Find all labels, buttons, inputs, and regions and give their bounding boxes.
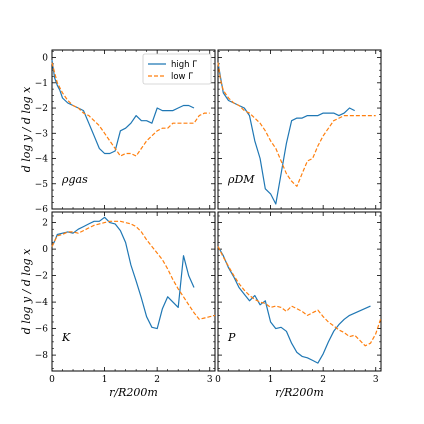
y-tick-label: 2 <box>42 219 48 229</box>
y-tick-label: −5 <box>35 180 49 190</box>
legend-label-high-gamma: high Γ <box>171 60 197 70</box>
x-tick-label: 3 <box>373 375 379 385</box>
y-tick-label: −2 <box>35 104 48 114</box>
bottom-left-xlabel: r/R200m <box>109 386 158 399</box>
top-left-ylabel: d log y / d log x <box>20 86 33 172</box>
y-tick-label: −3 <box>35 129 49 139</box>
bottom-left-series-low-gamma <box>51 220 216 320</box>
y-tick-label: −1 <box>35 79 48 89</box>
top-left-series-high-gamma <box>51 60 195 155</box>
x-tick-label: 0 <box>215 375 221 385</box>
bottom-left-series-high-gamma <box>51 216 195 330</box>
bottom-right-annotation: P <box>227 331 236 344</box>
bottom-left-annotation: K <box>61 331 71 344</box>
x-tick-label: 2 <box>320 375 326 385</box>
y-tick-label: −6 <box>35 325 49 335</box>
x-tick-label: 1 <box>268 375 274 385</box>
y-tick-label: −4 <box>35 155 49 165</box>
bottom-left-ylabel: d log y / d log x <box>20 248 33 334</box>
y-tick-label: −2 <box>35 272 48 282</box>
top-left-annotation: ρgas <box>61 173 88 186</box>
x-tick-label: 3 <box>207 375 213 385</box>
y-tick-label: −4 <box>35 298 49 308</box>
y-tick-label: 0 <box>42 245 48 255</box>
legend-label-low-gamma: low Γ <box>171 72 193 82</box>
y-tick-label: −6 <box>35 205 49 215</box>
bottom-right-frame <box>217 211 382 372</box>
bottom-right-series-high-gamma <box>217 246 371 364</box>
bottom-right-xlabel: r/R200m <box>275 386 324 399</box>
top-right-annotation: ρDM <box>227 173 255 186</box>
top-right-frame <box>217 49 382 210</box>
x-tick-label: 1 <box>102 375 108 385</box>
top-right-series-high-gamma <box>217 62 355 205</box>
x-tick-label: 2 <box>154 375 160 385</box>
top-right-series-low-gamma <box>217 62 376 187</box>
y-tick-label: 0 <box>42 54 48 64</box>
bottom-left-frame <box>51 211 216 372</box>
top-left-frame <box>51 49 216 210</box>
bottom-right-series-low-gamma <box>217 246 382 347</box>
top-left-series-low-gamma <box>51 62 210 157</box>
y-tick-label: −8 <box>35 351 49 361</box>
x-tick-label: 0 <box>49 375 55 385</box>
